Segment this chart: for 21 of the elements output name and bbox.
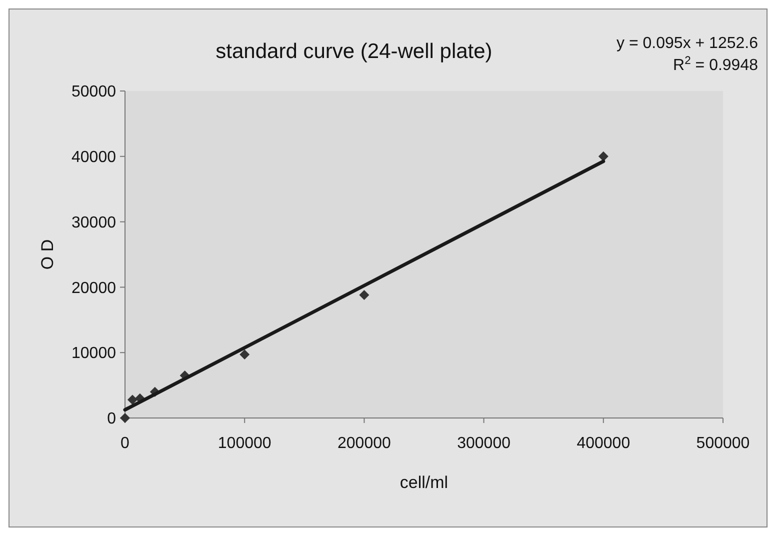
x-axis-title: cell/ml [400, 473, 448, 492]
y-tick-label: 50000 [72, 84, 116, 101]
y-tick-label: 10000 [72, 345, 116, 362]
x-tick-label: 0 [120, 435, 130, 452]
point [598, 151, 608, 162]
y-tick-label: 0 [107, 410, 116, 428]
y-tick-label: 20000 [72, 280, 116, 297]
x-tick-label: 300000 [457, 435, 511, 452]
y-axis-title: O D [38, 239, 57, 270]
point [127, 394, 138, 405]
y-tick-label: 40000 [72, 149, 116, 166]
x-tick-label: 100000 [218, 435, 272, 452]
chart-title: standard curve (24-well plate) [216, 40, 492, 63]
text: R$^{2}$ = 0.9948 [673, 55, 758, 74]
point [240, 350, 250, 360]
x-tick-label: 400000 [576, 435, 630, 452]
point [359, 290, 370, 300]
text: y = 0.095x + 1252.6 [616, 35, 758, 52]
x-tick-label: 200000 [338, 435, 391, 452]
x-tick-label: 500000 [696, 435, 750, 452]
y-tick-label: 30000 [72, 214, 116, 232]
